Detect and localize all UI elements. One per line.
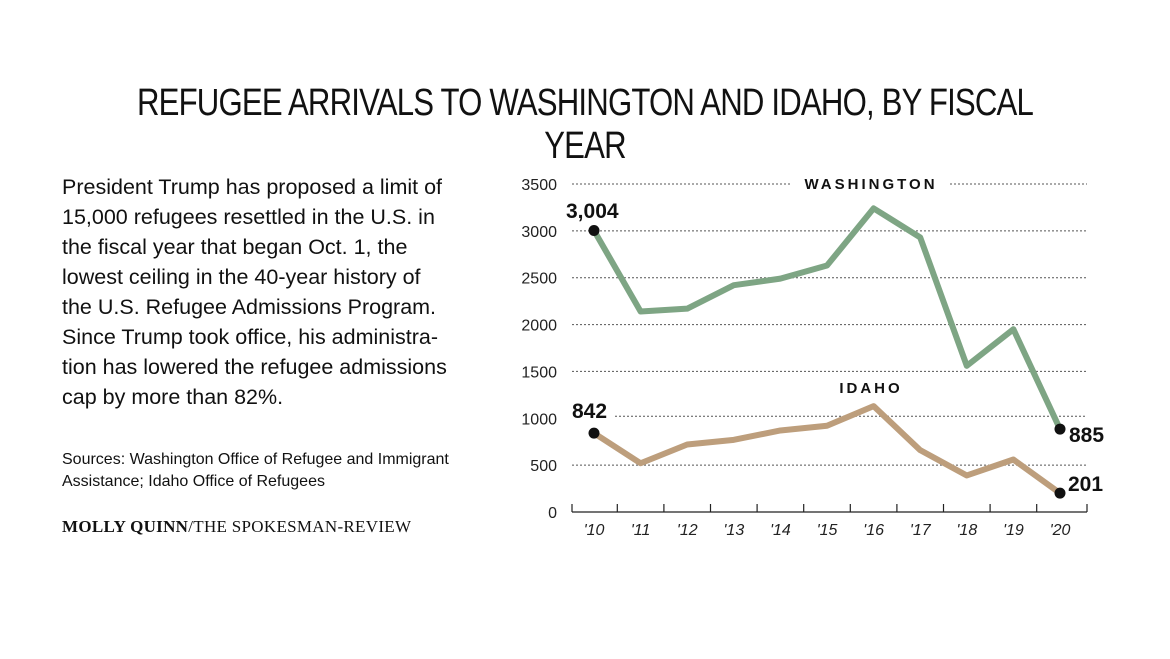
series-name-label: WASHINGTON [804,176,937,193]
x-tick-label: '15 [817,522,838,539]
data-label: 842 [572,400,607,423]
y-tick-label: 3000 [521,224,557,241]
series-line [591,403,1063,497]
y-tick-label: 3500 [521,177,557,194]
series-end-marker [1054,487,1066,499]
y-tick-label: 500 [530,458,557,475]
credit-line: MOLLY QUINN/THE SPOKESMAN-REVIEW [62,517,411,537]
description-line: the fiscal year that began Oct. 1, the [62,235,408,259]
description-text: President Trump has proposed a limit of … [62,172,502,412]
x-tick-label: '12 [677,522,698,539]
x-tick-label: '11 [631,522,651,539]
series-layer [588,205,1066,499]
x-tick-label: '10 [584,522,605,539]
x-tick-label: '17 [910,522,932,539]
sources-line: Sources: Washington Office of Refugee an… [62,451,449,468]
description-line: tion has lowered the refugee admissions [62,355,447,379]
axis-layer: 0 500 1000 1500 2000 2500 3000 3500 '10 '11 '12 '13… [521,177,1088,539]
description-line: President Trump has proposed a limit of [62,175,443,199]
credit-author: MOLLY QUINN [62,517,189,536]
sources-line: Assistance; Idaho Office of Refugees [62,473,325,490]
series-end-marker [1054,423,1066,435]
description-line: the U.S. Refugee Admissions Program. [62,295,437,319]
description-line: 15,000 refugees resettled in the U.S. in [62,205,435,229]
series-start-marker [588,224,600,236]
chart-title: REFUGEE ARRIVALS TO WASHINGTON AND IDAHO… [136,82,1034,167]
data-label: 201 [1068,473,1103,496]
y-tick-label: 0 [548,505,557,522]
label-layer: WASHINGTON IDAHO 3,004 885 842 201 [566,176,1104,496]
description-line: lowest ceiling in the 40-year history of [62,265,421,289]
series-name-label: IDAHO [839,380,902,397]
y-tick-label: 1500 [521,364,557,381]
description-line: cap by more than 82%. [62,385,284,409]
data-label: 3,004 [566,200,619,223]
sources-note: Sources: Washington Office of Refugee an… [62,449,502,493]
description-line: Since Trump took office, his administra- [62,325,439,349]
y-tick-label: 1000 [521,411,557,428]
x-tick-label: '18 [956,522,977,539]
x-tick-label: '13 [723,522,744,539]
y-tick-label: 2000 [521,318,557,335]
series-line [591,205,1063,433]
x-tick-label: '16 [863,522,884,539]
x-tick-label: '14 [770,522,791,539]
x-tick-label: '20 [1050,522,1071,539]
y-tick-label: 2500 [521,271,557,288]
data-label: 885 [1069,424,1104,447]
credit-outlet: /THE SPOKESMAN-REVIEW [188,517,412,536]
series-start-marker [588,427,600,439]
x-tick-label: '19 [1003,522,1024,539]
